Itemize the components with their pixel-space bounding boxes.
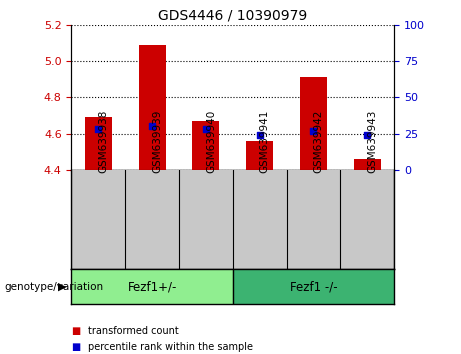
Point	[364, 132, 371, 138]
Bar	[71, 269, 233, 304]
Text: GSM639942: GSM639942	[313, 109, 324, 173]
Bar	[354, 159, 381, 170]
Point	[202, 126, 210, 132]
Text: ▶: ▶	[59, 282, 67, 292]
Text: genotype/variation: genotype/variation	[5, 282, 104, 292]
Bar	[85, 117, 112, 170]
Bar	[246, 141, 273, 170]
Text: Fezf1+/-: Fezf1+/-	[127, 280, 177, 293]
Title: GDS4446 / 10390979: GDS4446 / 10390979	[158, 8, 307, 22]
Point	[256, 132, 263, 138]
Point	[148, 124, 156, 129]
Bar	[139, 45, 165, 170]
Bar	[193, 121, 219, 170]
Text: percentile rank within the sample: percentile rank within the sample	[88, 342, 253, 352]
Text: GSM639941: GSM639941	[260, 109, 270, 173]
Text: Fezf1 -/-: Fezf1 -/-	[290, 280, 337, 293]
Text: GSM639939: GSM639939	[152, 109, 162, 173]
Text: GSM639938: GSM639938	[98, 109, 108, 173]
Text: GSM639943: GSM639943	[367, 109, 377, 173]
Text: GSM639940: GSM639940	[206, 110, 216, 173]
Bar	[300, 78, 327, 170]
Text: ■: ■	[71, 342, 81, 352]
Bar	[233, 269, 394, 304]
Point	[95, 126, 102, 132]
Text: ■: ■	[71, 326, 81, 336]
Text: transformed count: transformed count	[88, 326, 178, 336]
Point	[310, 128, 317, 133]
